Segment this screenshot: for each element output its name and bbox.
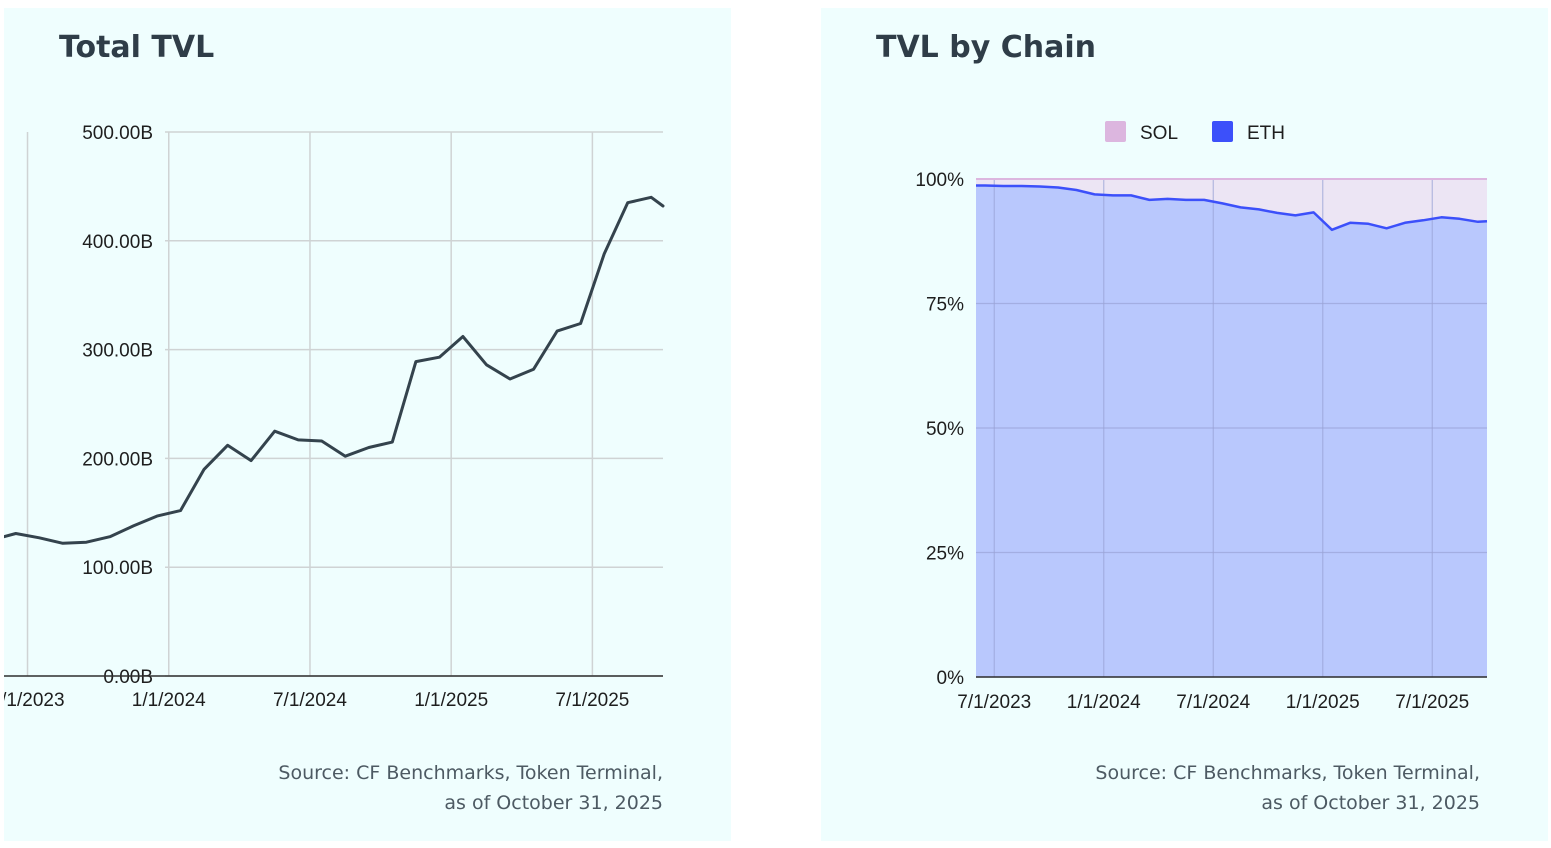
y-tick-label: 0% xyxy=(937,668,965,689)
x-tick-label: 1/1/2025 xyxy=(414,690,488,711)
x-tick-label: 1/1/2024 xyxy=(132,690,206,711)
x-tick-label: 1/1/2025 xyxy=(1286,692,1360,713)
eth-area xyxy=(976,185,1487,677)
y-tick-label: 75% xyxy=(926,295,964,316)
x-tick-label: 7/1/2024 xyxy=(273,690,347,711)
x-tick-label: 7/1/2025 xyxy=(555,690,629,711)
source-line-1: Source: CF Benchmarks, Token Terminal, xyxy=(278,762,663,784)
total-tvl-source: Source: CF Benchmarks, Token Terminal, a… xyxy=(278,758,663,818)
y-tick-label: 300.00B xyxy=(82,341,153,362)
legend-label-eth: ETH xyxy=(1247,123,1285,144)
y-tick-label: 100.00B xyxy=(82,558,153,579)
y-tick-label: 25% xyxy=(926,544,964,565)
tvl-by-chain-source: Source: CF Benchmarks, Token Terminal, a… xyxy=(1095,758,1480,818)
tvl-by-chain-title: TVL by Chain xyxy=(876,30,1096,65)
x-tick-label: 7/1/2025 xyxy=(1395,692,1469,713)
x-tick-label: 7/1/2023 xyxy=(957,692,1031,713)
y-tick-label: 200.00B xyxy=(82,449,153,470)
y-tick-label: 100% xyxy=(915,170,964,191)
source-line-2: as of October 31, 2025 xyxy=(444,792,663,814)
total-tvl-panel: Total TVL 0.00B 100.00B 200.00B 300.00B 400.… xyxy=(4,8,731,841)
legend-swatch-eth xyxy=(1212,121,1233,142)
tvl-by-chain-chart: 0% 25% 50% 75% 100% 7/1/2023 1/1/2024 7/1/2024 1… xyxy=(915,121,1488,713)
y-tick-label: 500.00B xyxy=(82,123,153,144)
total-tvl-chart: 0.00B 100.00B 200.00B 300.00B 400.00B 500.00B… xyxy=(4,123,665,711)
x-tick-label: 1/1/2024 xyxy=(1067,692,1141,713)
total-tvl-line xyxy=(4,195,665,545)
legend-swatch-sol xyxy=(1105,121,1126,142)
legend-label-sol: SOL xyxy=(1140,123,1178,144)
tvl-by-chain-panel: TVL by Chain 0% 25% 50% 75% 100% 7/1/2023 1/1/… xyxy=(821,8,1548,841)
x-tick-label: 7/1/2023 xyxy=(4,690,65,711)
source-line-2: as of October 31, 2025 xyxy=(1261,792,1480,814)
y-tick-label: 50% xyxy=(926,419,964,440)
eth-line xyxy=(976,184,1488,232)
total-tvl-title: Total TVL xyxy=(59,30,215,65)
y-tick-label: 400.00B xyxy=(82,232,153,253)
source-line-1: Source: CF Benchmarks, Token Terminal, xyxy=(1095,762,1480,784)
y-tick-label: 0.00B xyxy=(103,667,153,688)
x-tick-label: 7/1/2024 xyxy=(1176,692,1250,713)
